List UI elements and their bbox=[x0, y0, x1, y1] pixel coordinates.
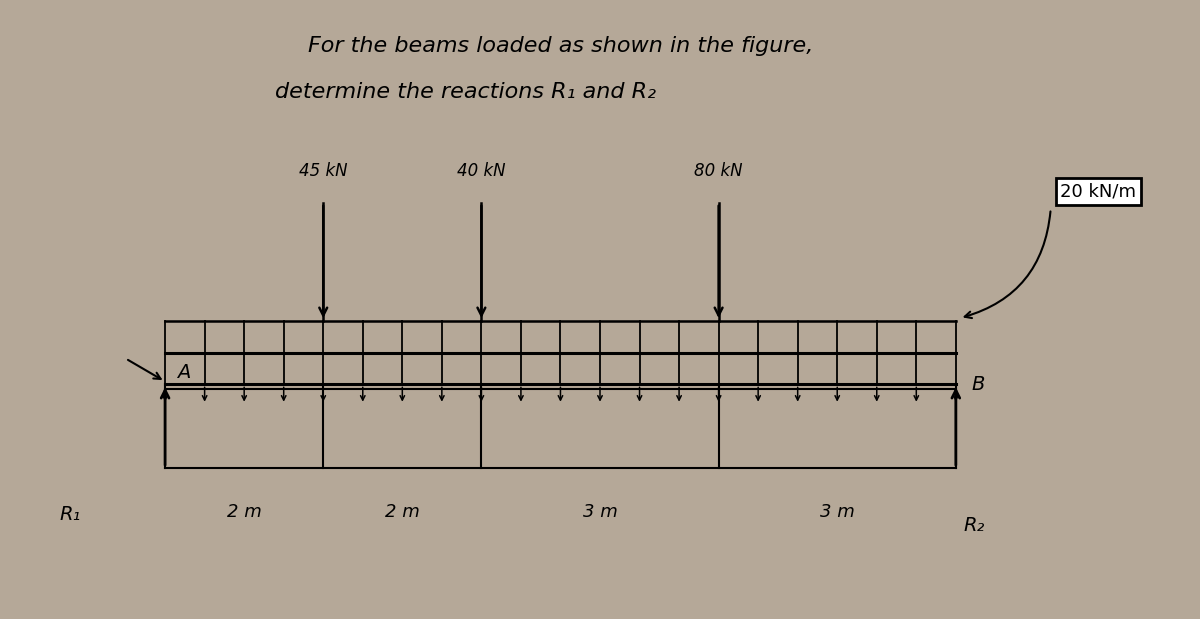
Text: 80 kN: 80 kN bbox=[695, 162, 743, 180]
Text: 3 m: 3 m bbox=[820, 503, 854, 521]
FancyArrowPatch shape bbox=[965, 212, 1050, 318]
Text: 2 m: 2 m bbox=[385, 503, 420, 521]
Text: R₁: R₁ bbox=[60, 505, 80, 524]
Text: For the beams loaded as shown in the figure,: For the beams loaded as shown in the fig… bbox=[307, 36, 814, 56]
Text: determine the reactions R₁ and R₂: determine the reactions R₁ and R₂ bbox=[275, 82, 656, 102]
Text: B: B bbox=[972, 375, 985, 394]
Text: 40 kN: 40 kN bbox=[457, 162, 505, 180]
Text: 2 m: 2 m bbox=[227, 503, 262, 521]
Text: A: A bbox=[176, 363, 191, 381]
Text: 20 kN/m: 20 kN/m bbox=[1060, 183, 1136, 201]
Text: R₂: R₂ bbox=[964, 516, 985, 535]
Text: 45 kN: 45 kN bbox=[299, 162, 348, 180]
Text: 3 m: 3 m bbox=[583, 503, 617, 521]
